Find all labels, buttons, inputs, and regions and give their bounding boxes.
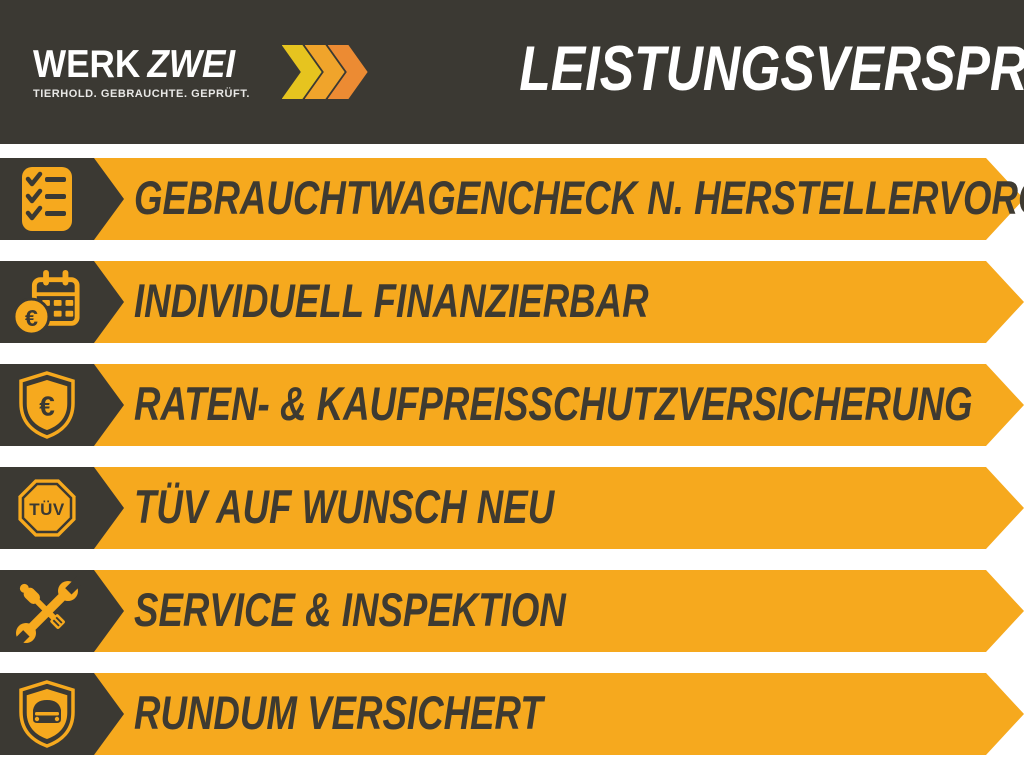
tuv-badge-icon: TÜV <box>18 479 76 537</box>
promise-row-service: SERVICE & INSPEKTION <box>0 570 1024 652</box>
brand-tagline: TIERHOLD. GEBRAUCHTE. GEPRÜFT. <box>33 87 250 100</box>
page-title: LEISTUNGSVERSPRECHEN <box>518 33 1024 104</box>
werk-zwei-logo: WERK ZWEI TIERHOLD. GEBRAUCHTE. GEPRÜFT. <box>33 45 368 100</box>
promise-label: RATEN- & KAUFPREISSCHUTZVERSICHERUNG <box>134 376 973 430</box>
promise-list: GEBRAUCHTWAGENCHECK N. HERSTELLERVORGABE… <box>0 144 1024 755</box>
promise-label: TÜV AUF WUNSCH NEU <box>134 479 555 533</box>
banner-arrow <box>86 261 1024 343</box>
banner-arrow <box>86 673 1024 755</box>
header: WERK ZWEI TIERHOLD. GEBRAUCHTE. GEPRÜFT. … <box>0 0 1024 144</box>
screwdriver <box>19 583 65 629</box>
triple-chevron-icon <box>274 45 368 99</box>
banner-arrow <box>86 570 1024 652</box>
promise-row-tuev: TÜV TÜV AUF WUNSCH NEU <box>0 467 1024 549</box>
promise-row-versichert: RUNDUM VERSICHERT <box>0 673 1024 755</box>
promise-label: SERVICE & INSPEKTION <box>134 582 566 636</box>
car-silhouette <box>33 700 61 723</box>
brand-primary: WERK <box>33 42 141 86</box>
promise-row-finanzierbar: € INDIVIDUELL FINANZIERBAR <box>0 261 1024 343</box>
brand-secondary: ZWEI <box>147 42 236 86</box>
banner-arrow <box>86 364 1024 446</box>
promise-label: RUNDUM VERSICHERT <box>134 685 543 739</box>
calendar-euro-icon: € <box>13 269 80 336</box>
euro-symbol: € <box>25 305 38 331</box>
promise-row-gebrauchtwagencheck: GEBRAUCHTWAGENCHECK N. HERSTELLERVORGABE… <box>0 158 1024 240</box>
brand-wordmark: WERK ZWEI <box>33 45 235 84</box>
banner-arrow <box>86 158 1024 240</box>
tuv-label: TÜV <box>29 500 65 519</box>
promise-label: GEBRAUCHTWAGENCHECK N. HERSTELLERVORGABE… <box>134 170 1024 224</box>
euro-symbol: € <box>39 391 55 422</box>
promise-label: INDIVIDUELL FINANZIERBAR <box>134 273 649 327</box>
banner-arrow <box>86 467 1024 549</box>
shield-euro-icon: € <box>19 371 75 439</box>
promise-row-schutzversicherung: € RATEN- & KAUFPREISSCHUTZVERSICHERUNG <box>0 364 1024 446</box>
checklist-icon <box>22 167 72 231</box>
logo-text: WERK ZWEI TIERHOLD. GEBRAUCHTE. GEPRÜFT. <box>33 45 258 100</box>
wrench <box>13 576 81 646</box>
car-shield-icon <box>19 680 75 748</box>
tools-icon <box>13 576 81 646</box>
